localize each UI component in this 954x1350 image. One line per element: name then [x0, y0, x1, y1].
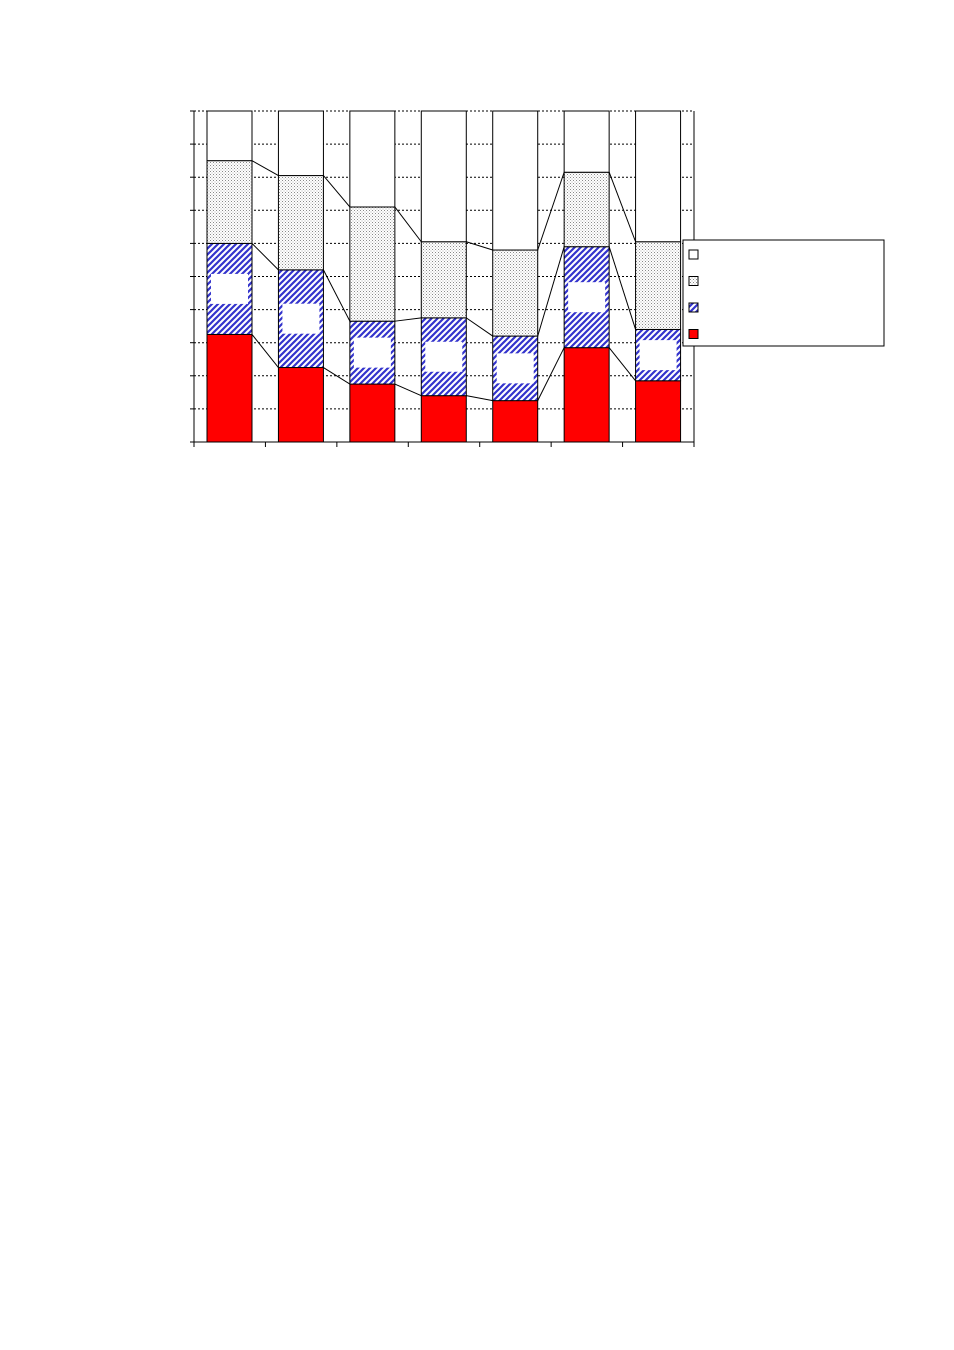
series-connector-line [466, 241, 493, 251]
legend-swatch [688, 329, 699, 339]
series-connector-line [537, 347, 565, 401]
series-connector-line [323, 367, 351, 385]
data-label-box [639, 340, 677, 371]
bar-segment [492, 249, 539, 337]
data-labels [211, 273, 677, 384]
bar-segment [563, 347, 610, 443]
bar-segment [563, 110, 610, 173]
series-connector-line [394, 317, 422, 322]
series-connector-line [608, 347, 636, 382]
data-label-box [568, 282, 606, 313]
data-label-box [353, 337, 391, 368]
series-connector-line [251, 160, 279, 176]
bar-segment [206, 333, 253, 443]
bar-segment [277, 367, 324, 443]
bar-segment [349, 110, 396, 208]
bar-segment [420, 241, 467, 319]
bar-segment [277, 175, 324, 271]
series-connector-line [394, 206, 422, 243]
series-connector-line [251, 334, 279, 368]
bar-segment [635, 110, 682, 243]
bar-segment [206, 110, 253, 162]
series-connector-line [466, 317, 493, 337]
series-connector-line [537, 246, 565, 337]
bar-segment [635, 241, 682, 330]
bar-segment [277, 110, 324, 177]
series-connector-line [323, 175, 351, 208]
bar-segment [492, 110, 539, 251]
bar-segment [349, 206, 396, 322]
series-connector-line [394, 383, 422, 397]
bar-segment [420, 110, 467, 243]
series-connector-line [466, 395, 493, 402]
connector-lines [251, 160, 637, 402]
series-connector-line [608, 172, 637, 242]
series-connector-line [251, 243, 279, 271]
bars [206, 110, 682, 443]
data-label-box [496, 353, 534, 384]
bar-segment [206, 160, 253, 244]
legend-swatch [688, 276, 699, 286]
legend-swatch [688, 249, 699, 260]
bar-segment [492, 400, 539, 443]
legend-box [682, 239, 885, 347]
data-label-box [211, 273, 248, 304]
series-connector-line [608, 246, 637, 330]
legend [682, 239, 885, 347]
series-connector-line [322, 269, 351, 322]
bar-segment [420, 395, 467, 443]
data-label-box [425, 341, 463, 372]
bar-segment [563, 171, 610, 248]
data-label-box [282, 303, 320, 334]
series-connector-line [537, 172, 565, 251]
bar-segment [635, 380, 682, 443]
bar-segment [349, 383, 396, 443]
legend-swatch [688, 302, 699, 313]
